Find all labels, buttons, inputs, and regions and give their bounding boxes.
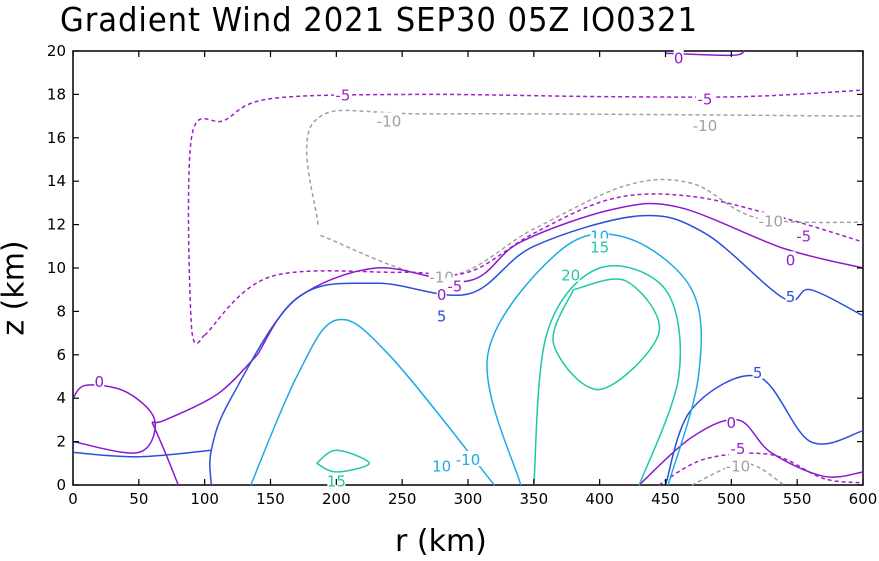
contour-line-level-0-9 bbox=[72, 384, 156, 454]
contour-label-bg bbox=[692, 116, 718, 132]
axis-layer: 0 50 100 150 200 250 300 350 400 450 500 550 6000246… bbox=[47, 42, 877, 508]
contour-label: 5 bbox=[753, 364, 763, 382]
contour-line-level-15-17 bbox=[533, 265, 682, 486]
contour-label: 20 bbox=[561, 267, 580, 285]
contour-line-level-15-18 bbox=[316, 449, 371, 473]
plot-frame bbox=[72, 50, 864, 486]
y-tick-label: 8 bbox=[56, 302, 66, 320]
contour-label-bg bbox=[436, 307, 447, 323]
x-tick-label: 400 bbox=[585, 490, 614, 508]
x-tick-label: 100 bbox=[190, 490, 219, 508]
contour-label-bg bbox=[590, 238, 609, 254]
contour-line-level-0-11 bbox=[638, 418, 864, 486]
y-tick-label: 10 bbox=[47, 259, 66, 277]
contour-label: 5 bbox=[786, 288, 796, 306]
y-tick-label: 6 bbox=[56, 346, 66, 364]
contour-line-level-10-15 bbox=[250, 318, 495, 486]
contour-label: 0 bbox=[674, 50, 684, 68]
chart-title: Gradient Wind 2021 SEP30 05Z IO0321 bbox=[60, 0, 698, 39]
y-tick-label: 0 bbox=[56, 476, 66, 494]
x-tick-label: 350 bbox=[520, 490, 549, 508]
y-tick-label: 20 bbox=[47, 42, 66, 60]
contour-label-bg bbox=[726, 414, 737, 430]
contour-label-bg bbox=[436, 286, 447, 302]
x-tick-label: 600 bbox=[849, 490, 878, 508]
contour-label: -10 bbox=[759, 212, 784, 230]
contour-label: 0 bbox=[786, 251, 796, 269]
x-tick-label: 300 bbox=[454, 490, 483, 508]
contour-label: -10 bbox=[377, 112, 402, 130]
contour-label: 0 bbox=[95, 373, 105, 391]
contour-line-level-10-16 bbox=[486, 232, 703, 486]
contour-line-level-0-8 bbox=[151, 354, 258, 424]
contour-label: -10 bbox=[456, 451, 481, 469]
contour-label-bg bbox=[432, 457, 451, 473]
contour-label-bg bbox=[785, 288, 796, 304]
contour-line-level-0-7 bbox=[256, 202, 864, 356]
contour-label: -5 bbox=[335, 86, 350, 104]
y-tick-label: 18 bbox=[47, 85, 66, 103]
contour-layer bbox=[72, 50, 864, 486]
contour-label-bg bbox=[376, 112, 402, 128]
contour-label-bg bbox=[752, 364, 763, 380]
contour-label: 5 bbox=[437, 308, 447, 326]
contour-line-level-5-12 bbox=[209, 214, 864, 486]
x-tick-label: 50 bbox=[129, 490, 148, 508]
x-tick-label: 0 bbox=[68, 490, 78, 508]
contour-line-level-neg10-1 bbox=[320, 178, 864, 278]
y-tick-label: 12 bbox=[47, 216, 66, 234]
contour-label-bg bbox=[696, 90, 714, 106]
y-tick-label: 16 bbox=[47, 129, 66, 147]
x-tick-label: 500 bbox=[717, 490, 746, 508]
contour-label-bg bbox=[455, 450, 481, 466]
contour-label-bg bbox=[728, 440, 747, 456]
contour-label-bg bbox=[724, 457, 751, 473]
y-axis-label: z (km) bbox=[0, 240, 32, 336]
y-tick-label: 4 bbox=[56, 389, 66, 407]
contour-label-bg bbox=[794, 227, 813, 243]
x-tick-label: 550 bbox=[783, 490, 812, 508]
contour-label: 0 bbox=[437, 286, 447, 304]
contour-label-bg bbox=[333, 86, 352, 102]
contour-line-level-neg5-4 bbox=[204, 193, 864, 336]
contour-label: 0 bbox=[727, 414, 737, 432]
contour-line-level-20-19 bbox=[552, 278, 661, 391]
contour-label-bg bbox=[757, 212, 784, 228]
contour-label-bg bbox=[673, 49, 684, 65]
x-axis-label: r (km) bbox=[395, 524, 487, 559]
x-tick-label: 200 bbox=[322, 490, 351, 508]
contour-label: -5 bbox=[796, 227, 811, 245]
x-tick-label: 250 bbox=[388, 490, 417, 508]
y-tick-label: 14 bbox=[47, 172, 66, 190]
contour-label: 15 bbox=[590, 238, 609, 256]
contour-label: -5 bbox=[447, 277, 462, 295]
contour-line-level-neg10-0 bbox=[306, 109, 864, 225]
contour-label: -10 bbox=[693, 117, 718, 135]
x-tick-label: 150 bbox=[256, 490, 285, 508]
contour-label: 10 bbox=[432, 457, 451, 475]
y-tick-label: 2 bbox=[56, 433, 66, 451]
contour-line-level-5-14 bbox=[72, 449, 212, 458]
contour-label: -5 bbox=[698, 91, 713, 109]
contour-label-bg bbox=[94, 372, 105, 388]
contour-line-level-neg5-5 bbox=[658, 452, 864, 486]
contour-label-bg bbox=[785, 251, 796, 267]
x-tick-label: 450 bbox=[651, 490, 680, 508]
contour-label-bg bbox=[445, 277, 464, 293]
contour-label: -10 bbox=[726, 457, 751, 475]
contour-label: -5 bbox=[730, 440, 745, 458]
contour-label-bg bbox=[561, 266, 580, 282]
contour-line-level-0-10 bbox=[151, 421, 179, 486]
